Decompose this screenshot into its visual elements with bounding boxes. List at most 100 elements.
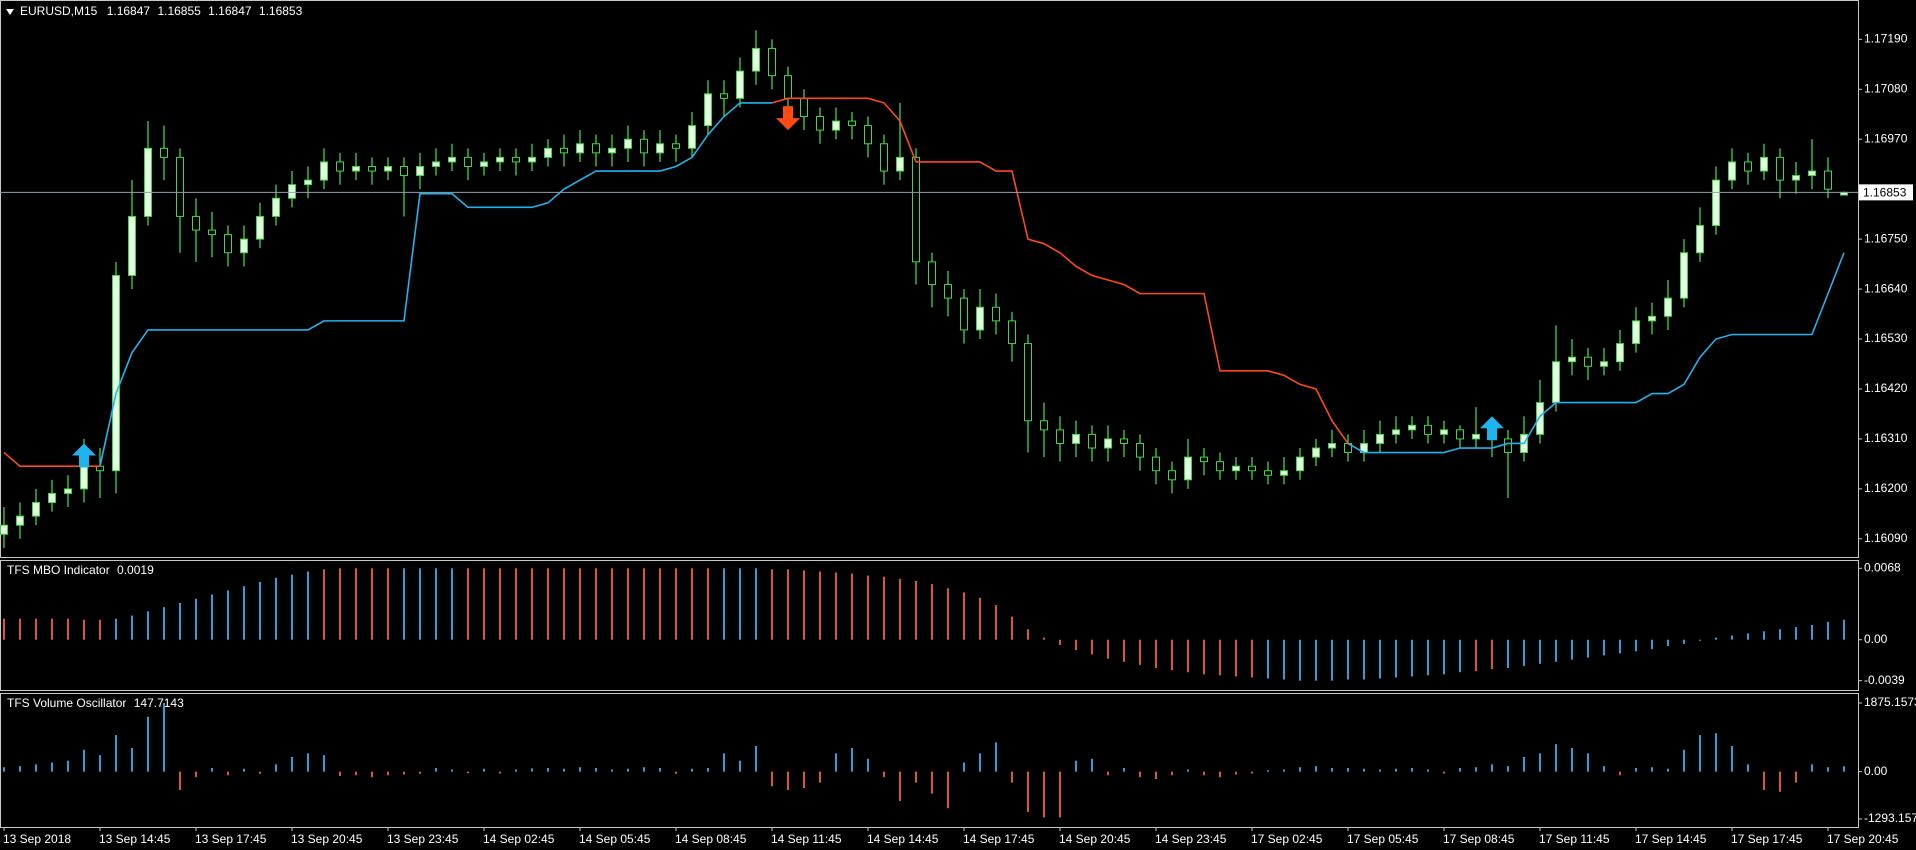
candle-body — [1440, 429, 1448, 435]
candle-body — [272, 197, 280, 217]
candle-body — [1552, 361, 1560, 404]
candle-body — [1584, 356, 1592, 367]
candle-body — [368, 165, 376, 172]
candle-body — [624, 138, 632, 149]
x-tick-label: 13 Sep 20:45 — [291, 832, 363, 846]
header-high: 1.16855 — [157, 4, 201, 18]
candle-body — [1696, 225, 1704, 254]
candle-body — [1408, 424, 1416, 431]
candle-body — [336, 161, 344, 172]
candle-body — [672, 143, 680, 149]
candle-body — [1376, 433, 1384, 444]
y-tick-label: -1293.157 — [1864, 811, 1916, 825]
y-tick-label: 1.16640 — [1864, 281, 1908, 295]
signal-arrow — [776, 106, 800, 131]
x-tick-label: 17 Sep 20:45 — [1827, 832, 1899, 846]
x-tick-label: 14 Sep 23:45 — [1155, 832, 1227, 846]
candle-body — [640, 138, 648, 154]
candle-body — [208, 229, 216, 236]
candle-body — [224, 234, 232, 254]
candle-body — [1824, 170, 1832, 190]
x-tick-label: 14 Sep 14:45 — [867, 832, 939, 846]
collapse-triangle[interactable] — [6, 9, 14, 15]
x-tick-label: 17 Sep 05:45 — [1347, 832, 1419, 846]
candle-body — [1392, 429, 1400, 435]
candle-body — [176, 156, 184, 217]
candle-body — [1088, 433, 1096, 449]
candle-body — [992, 306, 1000, 322]
y-tick-label: 1.16530 — [1864, 331, 1908, 345]
mbo-panel-frame — [0, 560, 1859, 691]
candle-body — [464, 156, 472, 167]
candle-body — [528, 156, 536, 163]
candle-body — [816, 116, 824, 131]
candle-body — [1024, 343, 1032, 422]
y-tick-label: 1.17080 — [1864, 81, 1908, 95]
candle-body — [384, 165, 392, 172]
x-tick-label: 17 Sep 14:45 — [1635, 832, 1707, 846]
candle-body — [128, 215, 136, 276]
y-tick-label: 1875.1573 — [1864, 695, 1916, 709]
x-tick-label: 17 Sep 08:45 — [1443, 832, 1515, 846]
candle-body — [592, 143, 600, 154]
header-low: 1.16847 — [208, 4, 252, 18]
candle-body — [448, 156, 456, 163]
candle-body — [896, 156, 904, 172]
candle-body — [496, 156, 504, 163]
y-tick-label: 0.00 — [1864, 632, 1888, 646]
candle-body — [912, 156, 920, 263]
candle-body — [1296, 456, 1304, 472]
candle-body — [0, 524, 8, 535]
candle-body — [1616, 343, 1624, 363]
candle-body — [544, 147, 552, 158]
candle-body — [1168, 470, 1176, 481]
candle-body — [736, 70, 744, 99]
candle-body — [1056, 429, 1064, 444]
candle-body — [1776, 156, 1784, 181]
candle-body — [1504, 438, 1512, 454]
candle-body — [480, 161, 488, 167]
candle-body — [1312, 447, 1320, 458]
candle-body — [1152, 456, 1160, 472]
candle-body — [432, 161, 440, 167]
candle-body — [1600, 361, 1608, 367]
candle-body — [1248, 465, 1256, 472]
candle-body — [976, 306, 984, 331]
candle-body — [864, 125, 872, 145]
candle-body — [784, 75, 792, 99]
y-tick-label: 1.16310 — [1864, 431, 1908, 445]
candle-body — [1472, 433, 1480, 440]
candle-body — [320, 161, 328, 181]
candle-body — [880, 143, 888, 172]
price-header: EURUSD,M15 1.16847 1.16855 1.16847 1.168… — [20, 4, 303, 18]
y-tick-label: 1.16420 — [1864, 381, 1908, 395]
candle-body — [960, 297, 968, 331]
y-tick-label: 0.0068 — [1864, 560, 1901, 574]
price-panel-frame — [0, 0, 1859, 558]
candle-body — [1328, 442, 1336, 449]
candle-body — [1104, 438, 1112, 449]
x-tick-label: 14 Sep 17:45 — [963, 832, 1035, 846]
candle-body — [512, 156, 520, 163]
x-tick-label: 14 Sep 11:45 — [771, 832, 842, 846]
y-tick-label: 1.16750 — [1864, 231, 1908, 245]
candle-body — [1536, 402, 1544, 435]
symbol: EURUSD,M15 — [20, 4, 98, 18]
x-tick-label: 14 Sep 05:45 — [579, 832, 651, 846]
candle-body — [256, 215, 264, 240]
x-tick-label: 17 Sep 02:45 — [1251, 832, 1323, 846]
candle-body — [1760, 156, 1768, 172]
candle-body — [48, 492, 56, 504]
bid-label: 1.16853 — [1863, 186, 1907, 200]
candle-body — [1072, 433, 1080, 444]
candle-body — [720, 93, 728, 99]
y-tick-label: 1.16970 — [1864, 131, 1908, 145]
candle-body — [768, 47, 776, 77]
candle-body — [944, 284, 952, 299]
x-tick-label: 14 Sep 08:45 — [675, 832, 747, 846]
candle-body — [752, 47, 760, 72]
volume-header: TFS Volume Oscillator 147.7143 — [7, 696, 184, 710]
candle-body — [1648, 315, 1656, 322]
x-tick-label: 14 Sep 20:45 — [1059, 832, 1131, 846]
candle-body — [304, 179, 312, 186]
